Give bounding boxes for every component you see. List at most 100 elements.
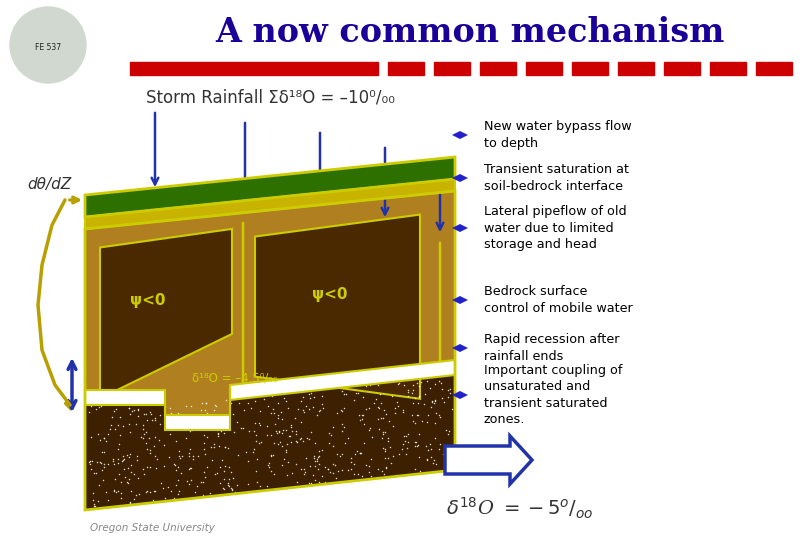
Point — [87, 468, 100, 477]
Point — [329, 461, 342, 469]
Point — [391, 401, 404, 410]
Point — [382, 478, 394, 487]
Point — [218, 429, 231, 438]
Text: New water bypass flow
to depth: New water bypass flow to depth — [484, 120, 632, 150]
Point — [86, 456, 99, 465]
Point — [428, 419, 441, 428]
Point — [326, 469, 339, 477]
Point — [292, 497, 305, 505]
Point — [231, 417, 244, 426]
Point — [381, 434, 394, 442]
Point — [262, 402, 275, 410]
Point — [245, 404, 258, 413]
Point — [407, 381, 420, 389]
Point — [277, 496, 290, 504]
Point — [108, 486, 121, 495]
Point — [306, 488, 319, 497]
Point — [308, 454, 321, 463]
Point — [223, 481, 236, 490]
Point — [324, 467, 337, 476]
Point — [369, 497, 382, 505]
Text: FE 537: FE 537 — [35, 44, 61, 52]
Point — [97, 448, 110, 457]
Point — [433, 411, 446, 420]
Point — [231, 480, 244, 489]
Point — [411, 441, 424, 449]
Point — [422, 446, 435, 455]
Point — [304, 393, 317, 402]
Point — [275, 415, 288, 424]
Point — [265, 452, 278, 461]
Text: Rapid recession after
rainfall ends: Rapid recession after rainfall ends — [484, 333, 620, 363]
Point — [424, 383, 437, 392]
Point — [97, 463, 110, 472]
Point — [376, 434, 389, 442]
Point — [326, 423, 339, 432]
Point — [346, 503, 359, 512]
Point — [155, 478, 168, 487]
Point — [198, 472, 211, 481]
Polygon shape — [452, 296, 468, 304]
Point — [199, 399, 212, 407]
Point — [97, 460, 110, 469]
Point — [294, 397, 307, 406]
Point — [302, 435, 315, 443]
Point — [279, 489, 292, 497]
Point — [294, 464, 307, 473]
Point — [262, 496, 275, 505]
Point — [394, 484, 407, 493]
Point — [208, 406, 221, 415]
Point — [113, 440, 126, 448]
Point — [83, 408, 96, 416]
Point — [257, 486, 270, 495]
Point — [294, 434, 307, 443]
Point — [307, 471, 320, 480]
Point — [201, 409, 214, 417]
Point — [149, 497, 162, 506]
Point — [284, 503, 296, 512]
Point — [433, 413, 446, 422]
Point — [429, 477, 442, 485]
Point — [295, 489, 308, 497]
Point — [168, 494, 181, 503]
Point — [380, 410, 393, 418]
Point — [275, 407, 288, 416]
Bar — [388, 62, 424, 75]
Point — [347, 396, 360, 404]
Point — [347, 470, 360, 479]
Point — [433, 377, 446, 386]
Polygon shape — [85, 179, 455, 229]
Point — [371, 403, 384, 411]
Point — [413, 499, 426, 508]
Point — [224, 467, 237, 476]
Point — [424, 439, 437, 448]
Point — [439, 426, 452, 434]
Text: Transient saturation at
soil-bedrock interface: Transient saturation at soil-bedrock int… — [484, 163, 629, 193]
Point — [424, 402, 437, 411]
Point — [262, 459, 275, 468]
Point — [158, 494, 171, 502]
Point — [216, 456, 229, 464]
Point — [446, 405, 458, 414]
Point — [199, 399, 212, 408]
Point — [348, 494, 361, 503]
Point — [140, 445, 153, 454]
Text: δ¹⁸O = –4.5⁰/₀₀: δ¹⁸O = –4.5⁰/₀₀ — [192, 372, 278, 384]
Point — [266, 405, 279, 414]
Point — [149, 487, 162, 496]
Point — [122, 463, 134, 472]
Point — [399, 450, 412, 458]
Point — [297, 470, 310, 479]
Point — [410, 437, 423, 446]
Point — [373, 425, 386, 434]
Point — [130, 420, 143, 428]
Point — [122, 479, 134, 488]
Point — [395, 445, 408, 454]
Point — [123, 428, 136, 437]
Point — [363, 423, 376, 432]
Point — [144, 409, 157, 418]
Point — [422, 411, 435, 420]
Point — [143, 434, 156, 442]
Text: Storm Rainfall Σδ¹⁸O = –10⁰/₀₀: Storm Rainfall Σδ¹⁸O = –10⁰/₀₀ — [146, 89, 394, 107]
Point — [126, 407, 139, 415]
